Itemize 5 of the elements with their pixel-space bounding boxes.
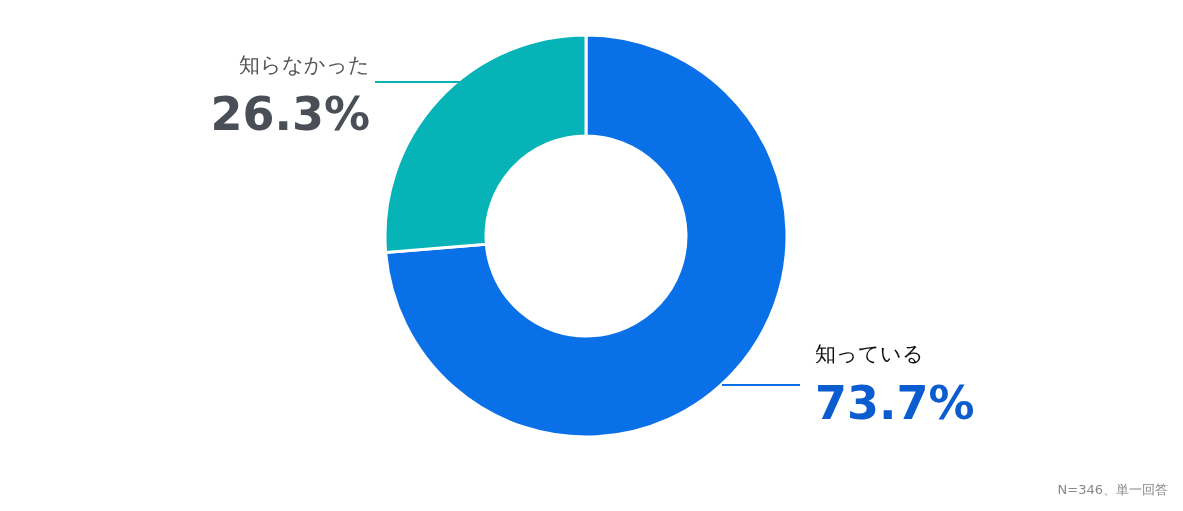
data-label: 26.3% xyxy=(210,87,370,141)
text: N=346、単一回答 xyxy=(1057,482,1168,497)
data-label: 73.7% xyxy=(815,376,975,430)
slice-label: 知らなかった xyxy=(239,53,370,77)
slice-label: 知っている xyxy=(815,342,924,366)
